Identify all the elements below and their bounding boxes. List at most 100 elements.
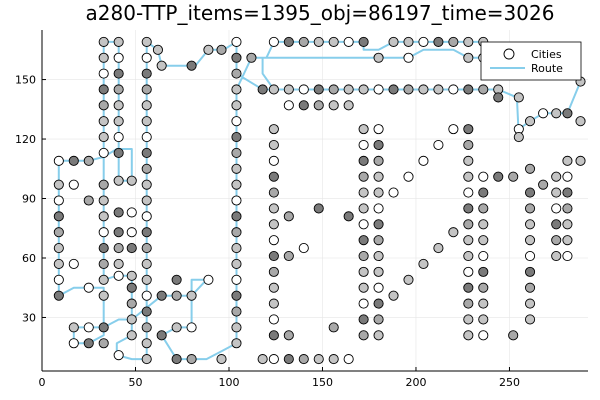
city-point — [283, 100, 294, 111]
city-point — [448, 36, 459, 47]
city-point — [113, 270, 124, 281]
city-point — [358, 84, 369, 95]
city-point — [328, 354, 339, 365]
city-point — [283, 330, 294, 341]
city-point — [113, 52, 124, 63]
city-point — [358, 36, 369, 47]
city-point — [418, 155, 429, 166]
city-markers — [53, 36, 586, 365]
city-point — [141, 227, 152, 238]
city-point — [141, 163, 152, 174]
city-point — [246, 52, 257, 63]
city-point — [463, 124, 474, 135]
city-point — [478, 171, 489, 182]
city-point — [508, 330, 519, 341]
city-point — [141, 36, 152, 47]
city-point — [328, 84, 339, 95]
city-point — [463, 203, 474, 214]
city-point — [313, 203, 324, 214]
city-point — [231, 147, 242, 158]
city-point — [186, 322, 197, 333]
city-point — [83, 155, 94, 166]
city-point — [373, 298, 384, 309]
city-point — [373, 330, 384, 341]
city-point — [562, 187, 573, 198]
city-point — [283, 84, 294, 95]
city-point — [524, 203, 536, 214]
city-point — [478, 219, 489, 230]
city-point — [298, 354, 309, 365]
city-point — [231, 36, 242, 47]
city-point — [126, 314, 137, 325]
city-point — [141, 52, 152, 63]
city-point — [358, 187, 369, 198]
city-point — [98, 211, 109, 222]
city-point — [231, 132, 242, 143]
city-point — [268, 187, 279, 198]
city-point — [268, 139, 279, 151]
city-point — [231, 211, 242, 222]
city-point — [513, 132, 524, 143]
city-point — [283, 36, 294, 47]
city-point — [98, 36, 109, 47]
city-point — [524, 314, 536, 325]
city-point — [268, 219, 279, 230]
city-point — [113, 243, 124, 254]
city-point — [53, 155, 64, 166]
city-point — [478, 298, 489, 309]
city-point — [524, 163, 536, 174]
city-point — [478, 203, 489, 214]
legend-route-label: Route — [531, 62, 563, 75]
city-point — [126, 227, 137, 238]
city-point — [68, 338, 79, 349]
x-tick-label: 100 — [218, 376, 239, 389]
city-point — [113, 100, 124, 111]
city-point — [403, 52, 414, 63]
y-tick-label: 150 — [15, 74, 36, 87]
city-point — [358, 314, 369, 325]
city-point — [373, 52, 384, 63]
city-point — [373, 266, 384, 277]
city-point — [373, 219, 384, 230]
city-point — [156, 290, 167, 301]
city-point — [186, 290, 197, 301]
city-point — [551, 187, 562, 198]
city-point — [328, 36, 339, 47]
city-point — [83, 338, 94, 349]
y-tick-label: 90 — [22, 193, 36, 206]
city-point — [388, 84, 399, 95]
city-point — [231, 290, 242, 301]
city-point — [257, 84, 268, 95]
city-point — [478, 266, 489, 277]
city-point — [126, 243, 137, 254]
city-point — [343, 100, 354, 111]
city-point — [231, 179, 242, 190]
city-point — [257, 354, 268, 365]
city-point — [562, 155, 573, 166]
city-point — [463, 52, 474, 63]
city-point — [418, 84, 429, 95]
city-point — [373, 139, 384, 151]
city-point — [141, 322, 152, 333]
city-point — [126, 207, 137, 218]
city-point — [268, 250, 279, 262]
city-point — [126, 175, 137, 186]
city-point — [403, 84, 414, 95]
city-point — [358, 282, 369, 293]
city-point — [298, 100, 309, 111]
city-point — [98, 227, 109, 238]
city-point — [448, 124, 459, 135]
city-point — [141, 243, 152, 254]
city-point — [463, 235, 474, 246]
city-point — [126, 298, 137, 309]
city-point — [141, 147, 152, 158]
city-point — [113, 116, 124, 127]
city-point — [418, 258, 429, 269]
city-point — [343, 84, 354, 95]
city-point — [373, 250, 384, 262]
y-tick-label: 30 — [22, 311, 36, 324]
city-point — [373, 282, 384, 293]
city-point — [141, 354, 152, 365]
city-point — [53, 195, 64, 206]
